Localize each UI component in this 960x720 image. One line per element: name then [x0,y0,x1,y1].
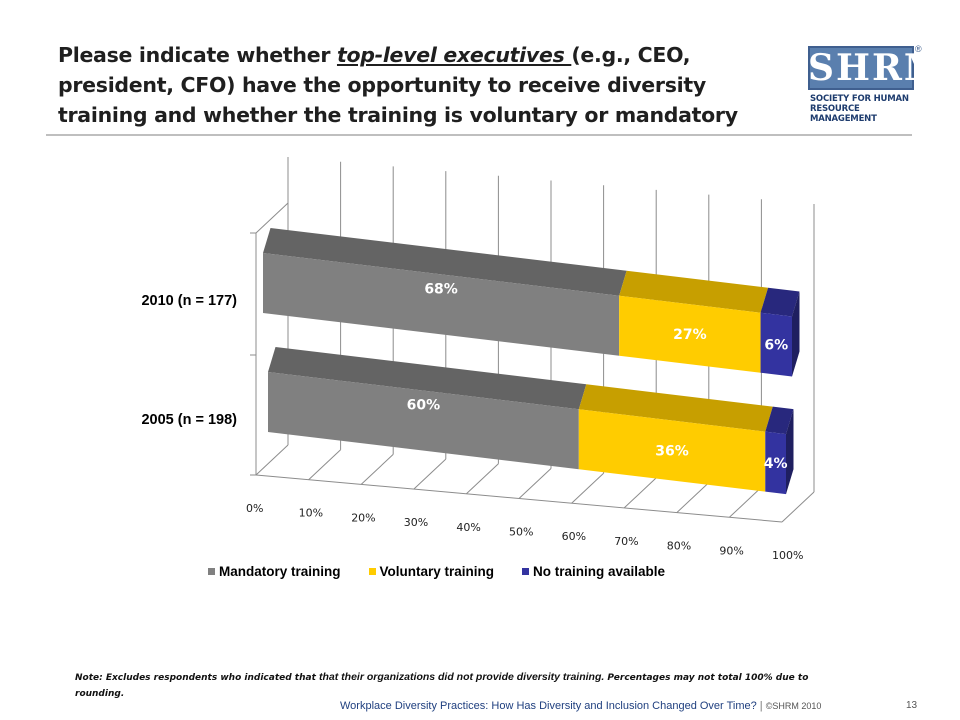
bar-top-face [268,347,587,410]
floor-gridline [360,454,394,485]
floor-gridline [623,477,657,509]
logo-subtitle: SOCIETY FOR HUMAN RESOURCE MANAGEMENT [810,94,920,124]
legend-label-none: No training available [533,563,666,579]
x-tick-label: 10% [299,507,323,520]
floor-gridline [255,444,289,476]
x-tick-label: 70% [614,535,638,548]
bar-top-face [760,287,800,317]
floor-gridline [729,486,762,518]
x-tick-label: 40% [456,521,480,534]
logo-subtitle-line2: RESOURCE MANAGEMENT [810,104,877,124]
logo-subtitle-line1: SOCIETY FOR HUMAN [810,94,909,104]
slide-title: Please indicate whether top-level execut… [58,40,778,130]
bar-segment [765,431,786,495]
bar-segment [760,312,792,377]
chart-labels: 0% 10% 20% 30% 40% 50% 60% 70% 80% 90% 100% 68% 27% 6… [141,281,803,562]
footer-title: Workplace Diversity Practices: How Has D… [340,700,757,712]
footer-separator: | [756,700,766,712]
footnote-suffix: Percentages may not total 100% due to ro… [75,673,809,699]
bar-segment [578,409,766,492]
data-label: 68% [424,281,458,297]
x-tick-label: 50% [509,526,533,539]
legend-item-mandatory: Mandatory training [208,563,341,579]
bar-segment [619,295,761,373]
legend-item-none: No training available [522,563,665,579]
legend-item-voluntary: Voluntary training [368,563,495,579]
chart-legend: Mandatory training Voluntary training No… [208,563,665,579]
x-tick-label: 80% [667,540,691,553]
x-tick-label: 20% [351,511,375,524]
floor-gridline [781,491,815,523]
data-label: 27% [673,327,707,343]
x-tick-label: 100% [772,549,803,562]
x-tick-label: 90% [719,544,743,557]
chart-bars [263,228,800,495]
page-number: 13 [906,700,918,711]
bar-segment [268,372,579,470]
footnote-middle: that their organizations did not provide… [319,671,605,683]
title-text-end: (e.g., CEO, president, CFO) have the opp… [58,43,738,127]
floor-gridline [308,449,341,481]
legend-label-mandatory: Mandatory training [219,563,341,579]
floor-gridline [413,458,447,490]
data-label: 60% [407,398,441,414]
title-emphasis: top-level executives [336,43,572,67]
floor-gridline [518,468,552,499]
legend-swatch-none [522,567,530,575]
legend-swatch-voluntary [368,567,376,575]
floor-front-edge [255,474,783,523]
floor-gridline [676,482,710,513]
data-label: 36% [655,443,689,459]
data-label: 6% [764,338,788,354]
logo-registered: ® [915,44,922,54]
footer-copyright: ©SHRM 2010 [765,701,822,711]
category-label: 2005 (n = 198) [141,412,237,428]
bar-end-face [786,409,794,495]
bar-top-face [765,406,794,435]
data-label: 4% [764,456,788,472]
bar-segment [263,253,620,356]
legend-swatch-mandatory [208,567,215,575]
x-tick-label: 30% [404,516,428,529]
footnote-prefix: Note: Excludes respondents who indicated… [75,673,320,683]
title-divider [46,134,912,136]
logo-mark [808,46,914,90]
bar-top-face [578,384,773,432]
floor-gridline [466,463,499,495]
footnote: Note: Excludes respondents who indicated… [75,669,835,702]
bar-top-face [263,228,627,296]
title-text-start: Please indicate whether [58,43,337,67]
x-tick-label: 0% [246,502,263,515]
legend-label-voluntary: Voluntary training [379,563,495,579]
x-tick-label: 60% [562,530,586,543]
bar-end-face [792,291,800,377]
bar-top-face [619,270,769,313]
category-label: 2010 (n = 177) [141,293,237,309]
side-wall-top [255,202,289,234]
slide-footer: Workplace Diversity Practices: How Has D… [340,700,821,712]
floor-gridline [571,472,604,504]
